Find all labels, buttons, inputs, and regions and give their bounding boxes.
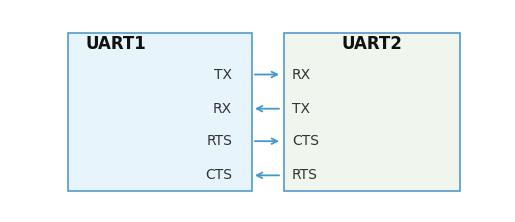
- Text: TX: TX: [292, 102, 310, 116]
- FancyBboxPatch shape: [68, 34, 252, 191]
- Text: RTS: RTS: [206, 134, 232, 148]
- FancyArrowPatch shape: [255, 138, 277, 144]
- FancyArrowPatch shape: [255, 72, 277, 77]
- Text: RX: RX: [292, 67, 311, 81]
- FancyBboxPatch shape: [284, 34, 459, 191]
- Text: CTS: CTS: [292, 134, 319, 148]
- Text: CTS: CTS: [205, 168, 232, 182]
- FancyArrowPatch shape: [257, 106, 279, 111]
- Text: RX: RX: [213, 102, 232, 116]
- FancyArrowPatch shape: [257, 172, 279, 178]
- Text: TX: TX: [214, 67, 232, 81]
- Text: UART1: UART1: [86, 35, 147, 53]
- Text: RTS: RTS: [292, 168, 318, 182]
- Text: UART2: UART2: [341, 35, 402, 53]
